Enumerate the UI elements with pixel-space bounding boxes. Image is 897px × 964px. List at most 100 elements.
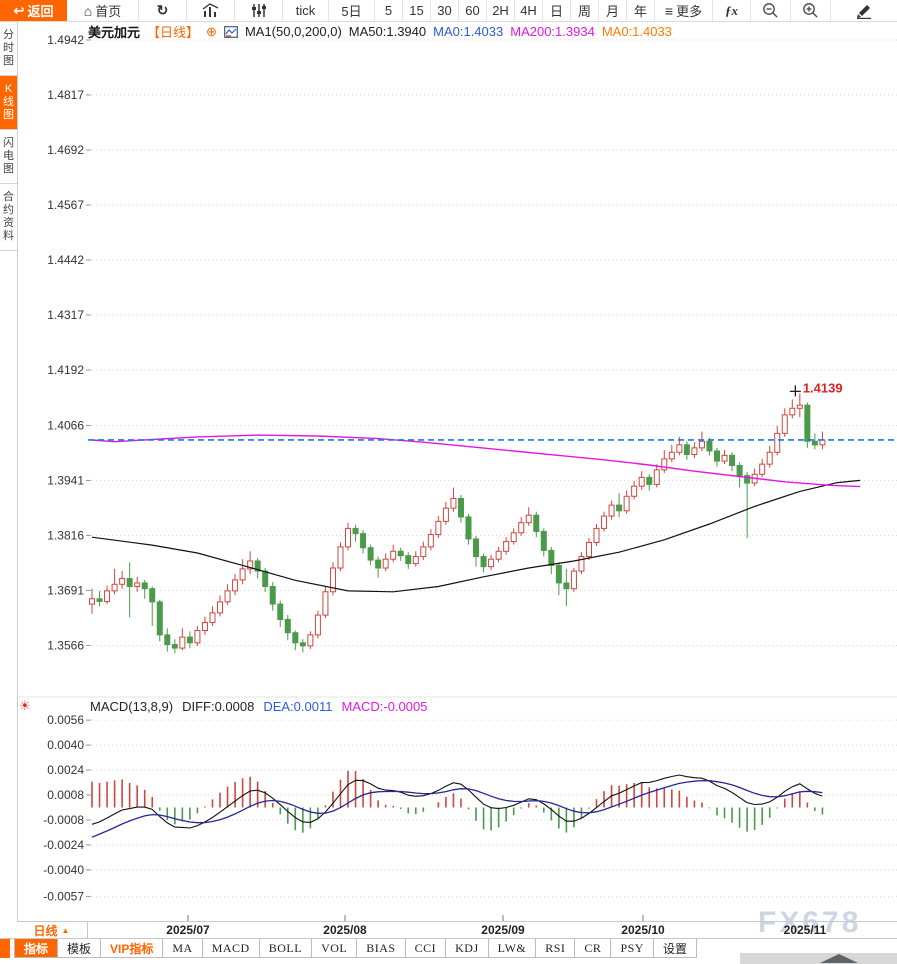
tab-bar-accent-strip (0, 939, 10, 958)
candle (442, 502, 449, 525)
macd-header: MACD(13,8,9) DIFF:0.0008 DEA:0.0011 MACD… (90, 698, 427, 714)
macd-diff-line (91, 774, 823, 829)
svg-text:1.4192: 1.4192 (47, 363, 84, 377)
back-label: 返回 (27, 4, 54, 19)
svg-text:1.3691: 1.3691 (47, 583, 84, 597)
candle (759, 458, 766, 478)
candle (284, 615, 291, 641)
candle (322, 586, 329, 619)
period-selector[interactable]: 日线 ▲ (16, 922, 88, 938)
interval-button-5[interactable]: 5 (375, 0, 403, 21)
indicator-settings-icon[interactable]: ☀ (19, 698, 31, 713)
svg-text:1.4817: 1.4817 (47, 88, 84, 102)
watermark: FX678 (758, 906, 862, 939)
candle (352, 524, 359, 542)
back-button[interactable]: ↩ 返回 (0, 0, 67, 21)
add-indicator-icon[interactable]: ⊕ (206, 23, 217, 39)
zoom-out-button[interactable] (751, 0, 791, 21)
interval-button-月[interactable]: 月 (599, 0, 627, 21)
candle (608, 500, 615, 520)
tab-BIAS[interactable]: BIAS (357, 939, 406, 957)
candle (661, 450, 668, 473)
candle (781, 408, 788, 437)
tab-模板[interactable]: 模板 (58, 939, 102, 957)
tab-LW&[interactable]: LW& (489, 939, 537, 957)
interval-button-周[interactable]: 周 (571, 0, 599, 21)
candle (713, 447, 720, 467)
candle (292, 630, 299, 651)
interval-button-日[interactable]: 日 (543, 0, 571, 21)
candle (397, 547, 404, 561)
interval-button-15[interactable]: 15 (403, 0, 431, 21)
interval-button-年[interactable]: 年 (627, 0, 655, 21)
candle (337, 542, 344, 572)
draw-tool-button[interactable] (831, 0, 897, 21)
candle (804, 402, 811, 448)
sidebar-item-闪电图[interactable]: 闪电图 (0, 130, 17, 184)
candle (646, 474, 653, 491)
period-badge: 【日线】 (147, 25, 200, 40)
zoom-out-icon (763, 3, 778, 18)
sidebar-item-分时图[interactable]: 分时图 (0, 22, 17, 76)
candle (563, 568, 570, 607)
svg-text:1.4317: 1.4317 (47, 308, 84, 322)
candle (179, 628, 186, 651)
fx-icon: ƒx (725, 2, 738, 18)
interval-button-30[interactable]: 30 (431, 0, 459, 21)
candle (796, 393, 803, 418)
candle (329, 562, 336, 596)
tab-VIP指标[interactable]: VIP指标 (101, 939, 164, 957)
tab-CR[interactable]: CR (575, 939, 612, 957)
tab-KDJ[interactable]: KDJ (446, 939, 489, 957)
ma0-blue-value: MA0:1.4033 (433, 24, 504, 39)
formula-button[interactable]: ƒx (713, 0, 751, 21)
candle (488, 554, 495, 570)
candle (314, 610, 321, 639)
candle-settings-button[interactable] (235, 0, 283, 21)
ma50-value: MA50:1.3940 (348, 24, 427, 39)
tab-CCI[interactable]: CCI (406, 939, 447, 957)
home-button[interactable]: ⌂ 首页 (67, 0, 139, 21)
bar-chart-mode-button[interactable] (187, 0, 235, 21)
mini-chart-icon[interactable] (224, 25, 238, 38)
tab-设置[interactable]: 设置 (654, 939, 697, 957)
zoom-in-button[interactable] (791, 0, 831, 21)
macd-dea-value: DEA:0.0011 (263, 698, 333, 714)
tab-RSI[interactable]: RSI (536, 939, 576, 957)
horizontal-scrollbar[interactable] (740, 953, 897, 964)
candle (149, 586, 156, 627)
candle (126, 562, 133, 618)
sidebar-item-合约资料[interactable]: 合约资料 (0, 184, 17, 251)
scroll-up-arrow[interactable] (820, 954, 858, 963)
more-button[interactable]: ≡ 更多 (655, 0, 713, 21)
interval-button-2H[interactable]: 2H (487, 0, 515, 21)
candle (457, 494, 464, 523)
interval-button-4H[interactable]: 4H (515, 0, 543, 21)
refresh-button[interactable]: ↻ (139, 0, 187, 21)
tab-VOL[interactable]: VOL (312, 939, 358, 957)
ma-settings: MA1(50,0,200,0) (244, 24, 342, 39)
candle (269, 582, 276, 611)
svg-text:0.0040: 0.0040 (47, 738, 84, 752)
candle (360, 530, 367, 554)
candle (277, 600, 284, 627)
svg-text:1.3566: 1.3566 (47, 638, 84, 652)
zoom-in-icon (803, 3, 818, 18)
indicator-tabs: 指标 模板 VIP指标 MA MACD BOLL VOL BIAS CCI KDJ LW& RSI CR… (14, 939, 697, 958)
tab-PSY[interactable]: PSY (611, 939, 654, 957)
tab-MA[interactable]: MA (163, 939, 203, 957)
symbol-name: 美元加元 (88, 25, 141, 40)
tab-BOLL[interactable]: BOLL (260, 939, 313, 957)
five-day-period-button[interactable]: 5日 (329, 0, 375, 21)
menu-icon: ≡ (664, 2, 674, 19)
tab-指标[interactable]: 指标 (15, 939, 59, 957)
tick-period-button[interactable]: tick (283, 0, 329, 21)
candle (375, 556, 382, 578)
candle (412, 551, 419, 567)
interval-button-60[interactable]: 60 (459, 0, 487, 21)
tab-MACD[interactable]: MACD (203, 939, 260, 957)
candle (156, 599, 163, 642)
candle (89, 588, 95, 614)
